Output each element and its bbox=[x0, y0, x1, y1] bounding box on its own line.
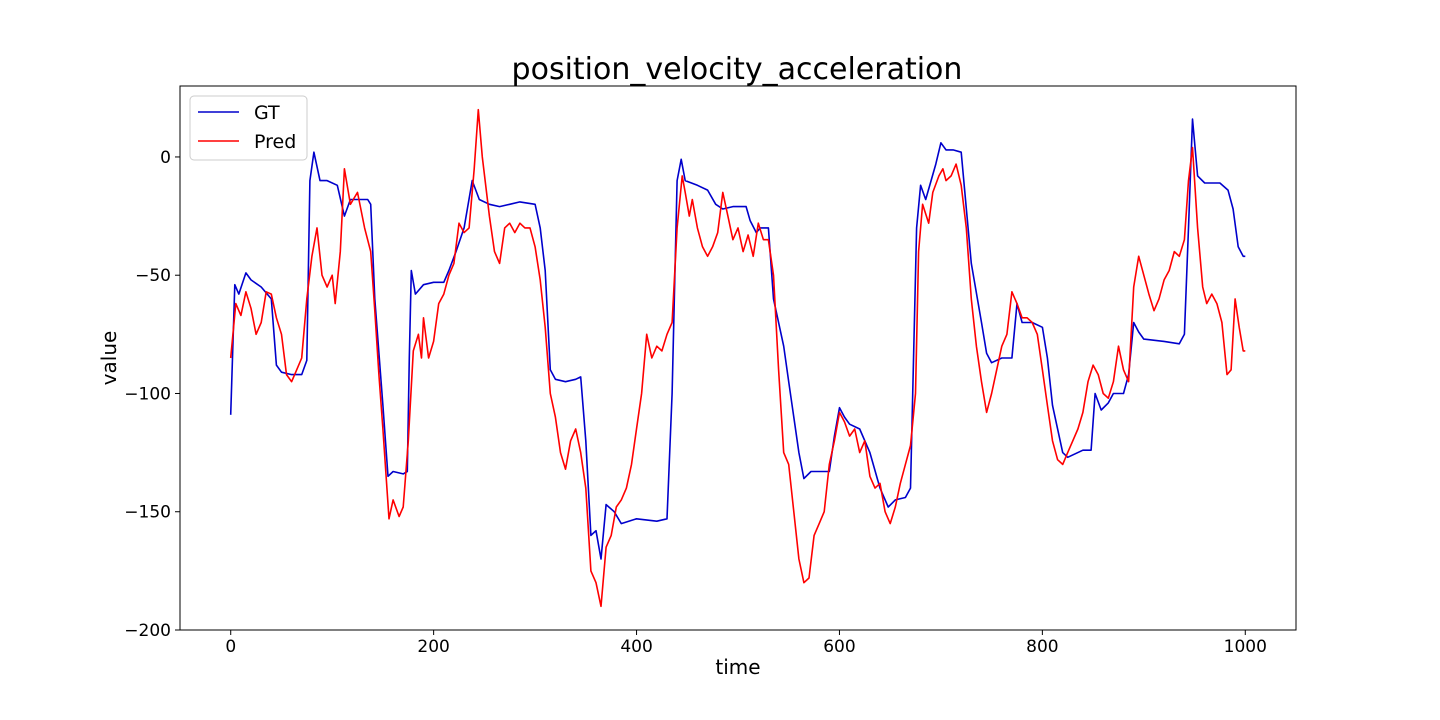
x-tick-label: 0 bbox=[225, 637, 236, 657]
legend: GT Pred bbox=[189, 95, 308, 161]
chart-title: position_velocity_acceleration bbox=[512, 52, 963, 87]
y-tick-label: −150 bbox=[124, 503, 171, 523]
plot-frame bbox=[179, 85, 1297, 631]
x-tick-label: 1000 bbox=[1224, 637, 1267, 657]
x-tick-label: 200 bbox=[417, 637, 449, 657]
x-tick-label: 400 bbox=[620, 637, 652, 657]
legend-label-gt: GT bbox=[254, 102, 280, 124]
y-tick-label: −100 bbox=[124, 384, 171, 404]
y-tick-label: −200 bbox=[124, 621, 171, 641]
y-axis-label: value bbox=[97, 331, 121, 386]
series-line-pred bbox=[229, 108, 1246, 608]
x-axis-label: time bbox=[715, 655, 760, 679]
x-tick-label: 800 bbox=[1026, 637, 1058, 657]
series-line-gt bbox=[229, 118, 1246, 560]
x-axis: 0 200 400 600 800 1000 bbox=[225, 630, 1267, 657]
y-axis: −200 −150 −100 −50 0 bbox=[124, 148, 180, 641]
y-tick-label: 0 bbox=[160, 148, 171, 168]
x-tick-label: 600 bbox=[823, 637, 855, 657]
legend-label-pred: Pred bbox=[254, 131, 296, 153]
plot-area bbox=[229, 108, 1246, 608]
y-tick-label: −50 bbox=[135, 266, 171, 286]
